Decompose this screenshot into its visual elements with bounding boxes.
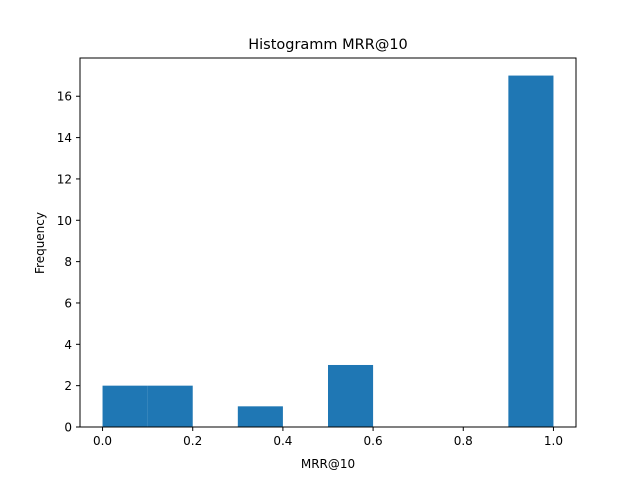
x-tick-label: 0.8: [454, 434, 473, 448]
x-axis-ticks: 0.0 0.2 0.4 0.6 0.8 1.0: [93, 427, 563, 448]
y-tick-label: 6: [64, 296, 72, 310]
y-tick-label: 0: [64, 421, 72, 435]
y-axis-title: Frequency: [33, 212, 47, 274]
y-tick-label: 4: [64, 338, 72, 352]
histogram-bar: [237, 406, 283, 427]
x-tick-label: 1.0: [544, 434, 563, 448]
y-tick-label: 12: [57, 172, 72, 186]
bars-group: [102, 75, 554, 428]
y-tick-label: 14: [57, 131, 72, 145]
x-tick-label: 0.6: [364, 434, 383, 448]
y-tick-label: 16: [57, 90, 72, 104]
histogram-bar: [328, 364, 374, 427]
x-tick-label: 0.0: [93, 434, 112, 448]
histogram-bar: [508, 75, 554, 428]
histogram-bar: [102, 385, 148, 427]
x-tick-label: 0.4: [273, 434, 292, 448]
x-tick-label: 0.2: [183, 434, 202, 448]
y-axis-ticks: 0 2 4 6 8 10 12 14 16: [57, 90, 80, 435]
y-tick-label: 10: [57, 214, 72, 228]
histogram-bar: [147, 385, 193, 427]
plot-frame: [79, 57, 577, 428]
x-axis-title: MRR@10: [301, 457, 355, 471]
chart-title: Histogramm MRR@10: [248, 37, 408, 53]
y-tick-label: 2: [64, 379, 72, 393]
y-tick-label: 8: [64, 255, 72, 269]
